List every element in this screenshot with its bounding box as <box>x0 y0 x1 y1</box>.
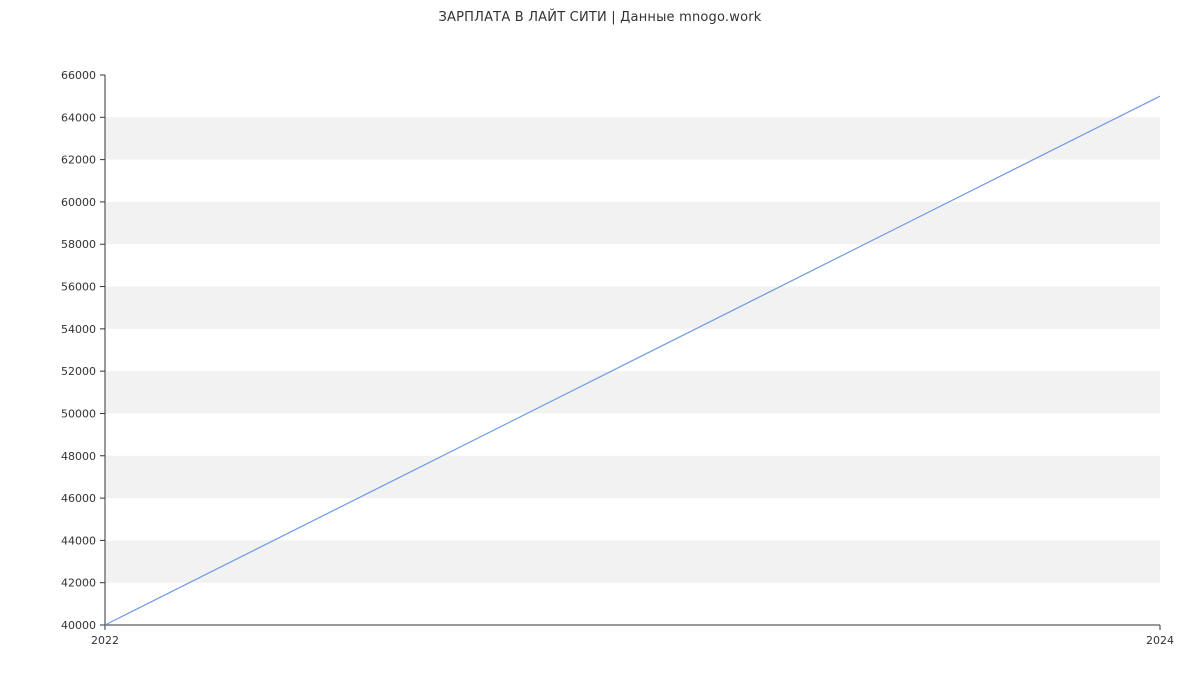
grid-band <box>105 202 1160 244</box>
y-tick-label: 42000 <box>61 577 96 590</box>
grid-band <box>105 371 1160 413</box>
y-tick-label: 60000 <box>61 196 96 209</box>
grid-band <box>105 540 1160 582</box>
y-tick-label: 46000 <box>61 492 96 505</box>
grid-band <box>105 456 1160 498</box>
x-tick-label: 2024 <box>1146 634 1174 647</box>
y-tick-label: 40000 <box>61 619 96 632</box>
y-tick-label: 66000 <box>61 69 96 82</box>
grid-band <box>105 287 1160 329</box>
y-tick-label: 48000 <box>61 450 96 463</box>
x-tick-label: 2022 <box>91 634 119 647</box>
y-tick-label: 64000 <box>61 111 96 124</box>
salary-line-chart: ЗАРПЛАТА В ЛАЙТ СИТИ | Данные mnogo.work… <box>0 0 1200 650</box>
y-tick-label: 56000 <box>61 281 96 294</box>
grid-band <box>105 117 1160 159</box>
y-tick-label: 50000 <box>61 407 96 420</box>
chart-title: ЗАРПЛАТА В ЛАЙТ СИТИ | Данные mnogo.work <box>0 0 1200 25</box>
y-tick-label: 58000 <box>61 238 96 251</box>
chart-svg: 40000 42000 44000 46000 48000 50000 52000 54000… <box>0 25 1200 675</box>
y-tick-label: 54000 <box>61 323 96 336</box>
y-tick-label: 52000 <box>61 365 96 378</box>
y-tick-label: 62000 <box>61 154 96 167</box>
y-tick-label: 44000 <box>61 534 96 547</box>
